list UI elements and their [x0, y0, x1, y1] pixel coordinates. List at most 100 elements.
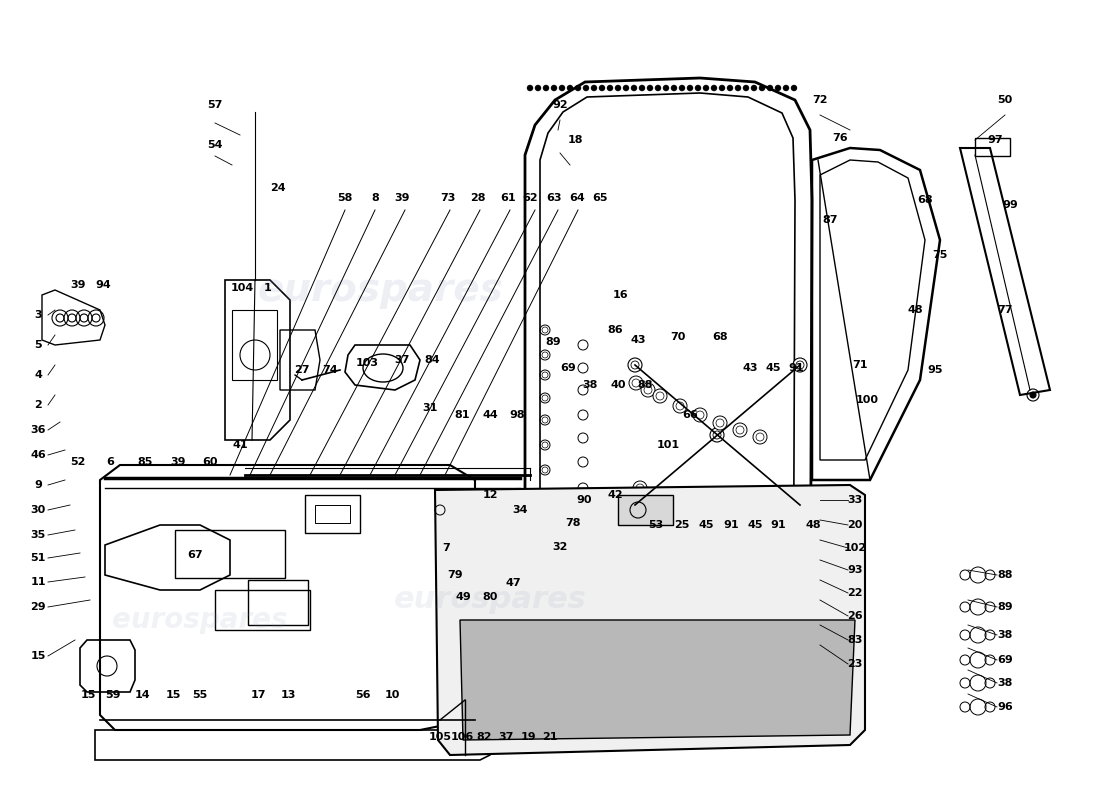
Text: 69: 69	[560, 363, 576, 373]
Circle shape	[535, 85, 541, 91]
Text: 39: 39	[394, 193, 409, 203]
Circle shape	[742, 85, 749, 91]
Text: 91: 91	[723, 520, 739, 530]
Text: 90: 90	[576, 495, 592, 505]
Text: 69: 69	[997, 655, 1013, 665]
Text: 4: 4	[34, 370, 42, 380]
Text: 20: 20	[847, 520, 862, 530]
Text: 89: 89	[546, 337, 561, 347]
Circle shape	[488, 558, 493, 563]
Text: 78: 78	[565, 518, 581, 528]
Text: 84: 84	[425, 355, 440, 365]
Text: 30: 30	[31, 505, 45, 515]
Text: 27: 27	[295, 365, 310, 375]
Text: 100: 100	[856, 395, 879, 405]
Text: 57: 57	[207, 100, 222, 110]
Text: 7: 7	[442, 543, 450, 553]
Text: 10: 10	[384, 690, 399, 700]
Circle shape	[628, 498, 642, 512]
Text: 49: 49	[455, 592, 471, 602]
Text: 64: 64	[569, 193, 585, 203]
Text: 8: 8	[371, 193, 378, 203]
Circle shape	[615, 85, 622, 91]
Text: 74: 74	[322, 365, 338, 375]
Circle shape	[783, 85, 789, 91]
Text: 6: 6	[106, 457, 114, 467]
Text: 94: 94	[95, 280, 111, 290]
Circle shape	[713, 416, 727, 430]
Text: 81: 81	[454, 410, 470, 420]
Circle shape	[648, 488, 662, 502]
Text: 42: 42	[607, 490, 623, 500]
Circle shape	[745, 529, 759, 543]
Circle shape	[695, 85, 701, 91]
Text: 44: 44	[482, 410, 498, 420]
Text: 102: 102	[844, 543, 867, 553]
Circle shape	[705, 513, 719, 527]
Text: 37: 37	[498, 732, 514, 742]
Bar	[305, 495, 360, 533]
Circle shape	[688, 85, 693, 91]
Text: 79: 79	[448, 570, 463, 580]
Text: 50: 50	[998, 95, 1013, 105]
Circle shape	[583, 85, 588, 91]
Text: 15: 15	[80, 690, 96, 700]
Text: 43: 43	[742, 363, 758, 373]
Text: 99: 99	[1002, 200, 1018, 210]
Text: 97: 97	[987, 135, 1003, 145]
Text: 71: 71	[852, 360, 868, 370]
Circle shape	[793, 358, 807, 372]
Circle shape	[711, 85, 717, 91]
Circle shape	[666, 496, 679, 510]
Text: 45: 45	[747, 520, 762, 530]
Circle shape	[591, 85, 597, 91]
Text: 87: 87	[823, 215, 838, 225]
Circle shape	[632, 481, 647, 495]
Text: 36: 36	[31, 425, 46, 435]
Text: 43: 43	[630, 335, 646, 345]
Text: 70: 70	[670, 332, 685, 342]
Circle shape	[725, 521, 739, 535]
Circle shape	[566, 85, 573, 91]
Text: 33: 33	[847, 495, 862, 505]
Text: 13: 13	[280, 690, 296, 700]
Circle shape	[629, 376, 644, 390]
Circle shape	[468, 546, 472, 551]
Text: 1: 1	[264, 283, 272, 293]
Text: 35: 35	[31, 530, 45, 540]
Circle shape	[575, 85, 581, 91]
Text: 60: 60	[202, 457, 218, 467]
Text: eurospares: eurospares	[394, 586, 586, 614]
Text: 46: 46	[30, 450, 46, 460]
Text: 31: 31	[422, 403, 438, 413]
Text: 66: 66	[682, 410, 697, 420]
Text: 96: 96	[997, 702, 1013, 712]
Text: 3: 3	[34, 310, 42, 320]
Text: 82: 82	[476, 732, 492, 742]
Text: 103: 103	[355, 358, 378, 368]
Text: 106: 106	[450, 732, 474, 742]
Text: 76: 76	[833, 133, 848, 143]
Text: 95: 95	[927, 365, 943, 375]
Text: 21: 21	[542, 732, 558, 742]
Circle shape	[472, 542, 476, 547]
Bar	[500, 503, 528, 525]
Circle shape	[639, 85, 645, 91]
Text: 29: 29	[30, 602, 46, 612]
Text: 86: 86	[607, 325, 623, 335]
Text: 52: 52	[70, 457, 86, 467]
Circle shape	[468, 558, 472, 563]
Text: 75: 75	[933, 250, 948, 260]
Text: 65: 65	[592, 193, 607, 203]
Circle shape	[754, 430, 767, 444]
Text: 40: 40	[610, 380, 626, 390]
Text: 104: 104	[230, 283, 254, 293]
Text: 23: 23	[847, 659, 862, 669]
Bar	[175, 530, 285, 578]
Text: 38: 38	[582, 380, 597, 390]
Text: 2: 2	[34, 400, 42, 410]
Circle shape	[776, 85, 781, 91]
Text: 83: 83	[847, 635, 862, 645]
Circle shape	[685, 505, 698, 519]
Circle shape	[703, 85, 710, 91]
